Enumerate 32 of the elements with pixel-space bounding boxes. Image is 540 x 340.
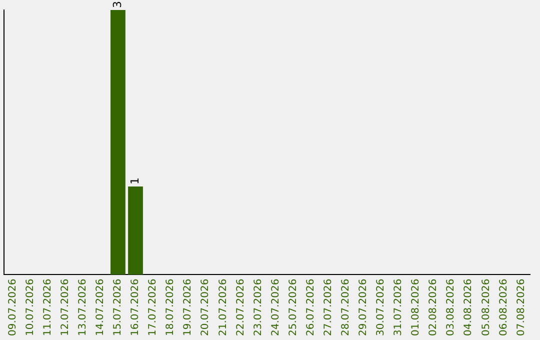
x-tick-label: 16.07.2026 (130, 278, 142, 336)
x-tick-label: 28.07.2026 (340, 278, 352, 336)
x-tick-label: 12.07.2026 (60, 278, 71, 336)
x-tick-label: 30.07.2026 (376, 278, 387, 336)
x-tick-label: 31.07.2026 (393, 278, 404, 336)
x-tick-label: 06.08.2026 (498, 278, 510, 336)
x-tick-label: 10.07.2026 (24, 278, 36, 336)
x-tick-label: 09.07.2026 (7, 278, 18, 336)
x-tick-label: 01.08.2026 (410, 278, 422, 336)
x-tick-label: 13.07.2026 (77, 278, 88, 336)
x-tick-label: 22.07.2026 (235, 278, 246, 336)
x-tick-label: 02.08.2026 (428, 278, 440, 336)
x-tick-label: 03.08.2026 (446, 278, 457, 336)
x-tick-label: 24.07.2026 (270, 278, 282, 336)
x-tick-label: 19.07.2026 (182, 278, 194, 336)
x-tick-label: 14.07.2026 (95, 278, 106, 336)
x-tick-label: 20.07.2026 (200, 278, 212, 336)
x-tick-label: 29.07.2026 (358, 278, 370, 336)
x-tick-label: 23.07.2026 (252, 278, 264, 336)
x-tick-label: 27.07.2026 (322, 278, 334, 336)
x-tick-label: 04.08.2026 (463, 278, 474, 336)
x-tick-label: 21.07.2026 (218, 278, 229, 336)
x-tick-label: 05.08.2026 (480, 278, 492, 336)
x-tick-label: 25.07.2026 (288, 278, 299, 336)
x-tick-label: 15.07.2026 (112, 278, 124, 336)
x-tick-label: 07.08.2026 (516, 278, 527, 336)
x-tick-label: 18.07.2026 (165, 278, 176, 336)
x-tick-label: 17.07.2026 (148, 278, 159, 336)
data-label: 1 (128, 177, 142, 184)
x-tick-label: 11.07.2026 (42, 278, 54, 336)
data-label: 3 (110, 1, 124, 8)
x-tick-label: 26.07.2026 (305, 278, 316, 336)
